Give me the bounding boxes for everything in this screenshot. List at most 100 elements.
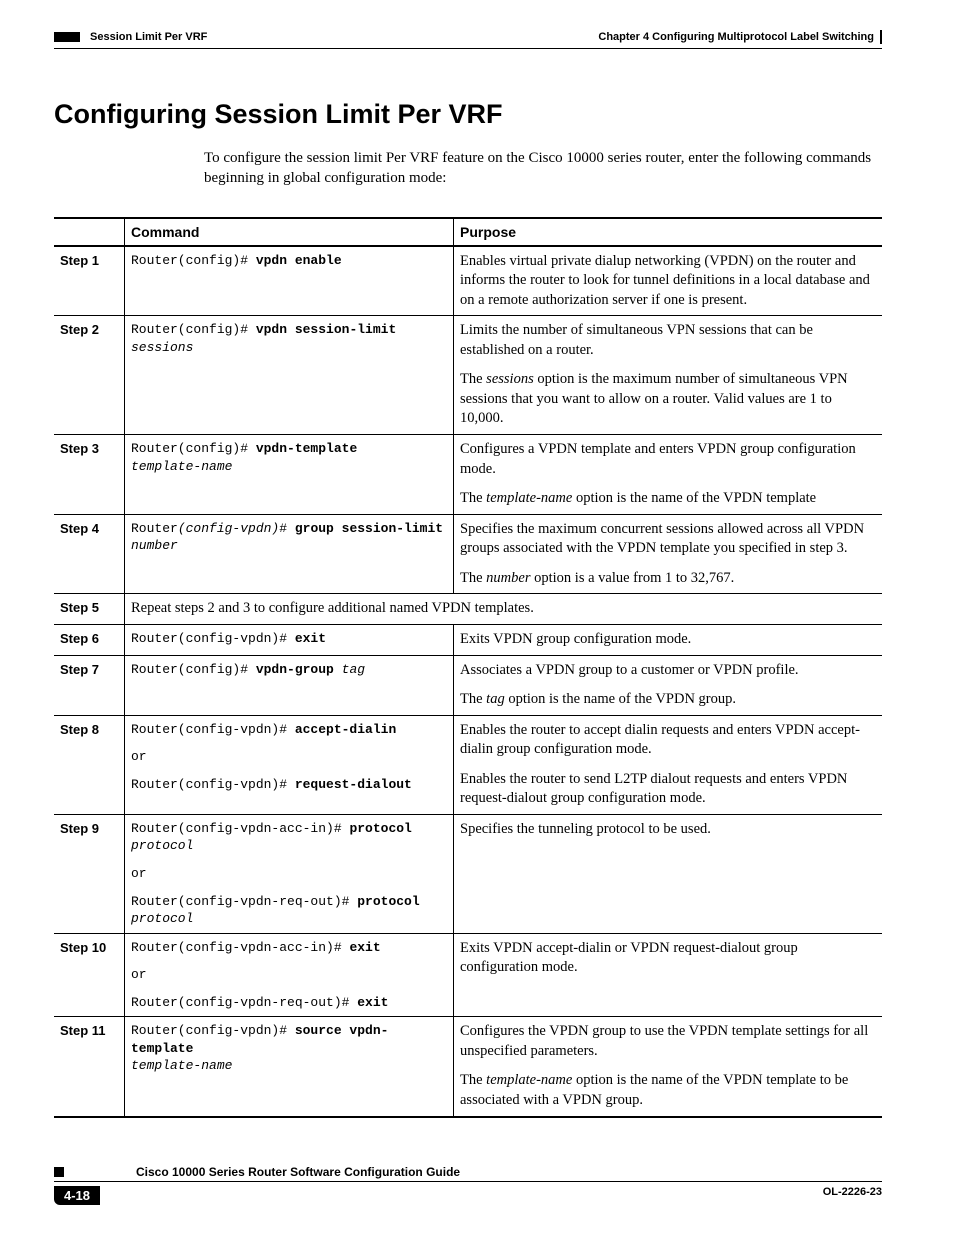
step-label: Step 6 — [54, 624, 125, 655]
purpose-text: Enables the router to accept dialin requ… — [460, 721, 876, 760]
col-purpose: Purpose — [454, 218, 883, 246]
purpose-text: Limits the number of simultaneous VPN se… — [460, 321, 876, 360]
cmd-prompt: Router(config)# — [131, 322, 256, 337]
purpose-cell: Exits VPDN accept-dialin or VPDN request… — [454, 933, 883, 1017]
purpose-text: Exits VPDN group configuration mode. — [460, 630, 876, 650]
cmd-bold: request-dialout — [295, 777, 412, 792]
cmd-bold: accept-dialin — [295, 722, 396, 737]
purpose-text: Associates a VPDN group to a customer or… — [460, 661, 876, 681]
step-label: Step 11 — [54, 1017, 125, 1117]
table-row: Step 1 Router(config)# vpdn enable Enabl… — [54, 246, 882, 316]
purpose-cell: Specifies the maximum concurrent session… — [454, 514, 883, 594]
command-cell: Router(config-vpdn-acc-in)# protocol prot… — [125, 814, 454, 933]
step-label: Step 3 — [54, 435, 125, 515]
table-row: Step 2 Router(config)# vpdn session-limi… — [54, 316, 882, 435]
cmd-or: or — [131, 966, 447, 984]
cmd-bold: exit — [357, 995, 388, 1010]
step-label: Step 10 — [54, 933, 125, 1017]
cmd-prompt: Router(config-vpdn-req-out)# — [131, 995, 357, 1010]
cmd-arg: protocol — [131, 838, 193, 853]
header-chapter: Chapter 4 Configuring Multiprotocol Labe… — [598, 30, 882, 44]
cmd-bold: exit — [349, 940, 380, 955]
step-label: Step 2 — [54, 316, 125, 435]
cmd-or: or — [131, 865, 447, 883]
command-cell: Router(config-vpdn)# exit — [125, 624, 454, 655]
table-row: Step 6 Router(config-vpdn)# exit Exits V… — [54, 624, 882, 655]
cmd-prompt: Router(config-vpdn-acc-in)# — [131, 821, 349, 836]
span-cell: Repeat steps 2 and 3 to configure additi… — [125, 594, 883, 625]
command-cell: Router(config)# vpdn-group tag — [125, 655, 454, 715]
cmd-arg: protocol — [131, 911, 193, 926]
command-cell: Router(config)# vpdn-template template-n… — [125, 435, 454, 515]
cmd-prompt: Router(config-vpdn)# — [131, 722, 295, 737]
purpose-text: Specifies the maximum concurrent session… — [460, 520, 876, 559]
purpose-cell: Enables virtual private dialup networkin… — [454, 246, 883, 316]
purpose-cell: Limits the number of simultaneous VPN se… — [454, 316, 883, 435]
table-row: Step 4 Router(config-vpdn)# group sessio… — [54, 514, 882, 594]
cmd-prompt: # — [279, 521, 295, 536]
table-row: Step 10 Router(config-vpdn-acc-in)# exit… — [54, 933, 882, 1017]
table-row: Step 8 Router(config-vpdn)# accept-diali… — [54, 715, 882, 814]
command-cell: Router(config-vpdn-acc-in)# exit or Rout… — [125, 933, 454, 1017]
cmd-arg: template-name — [131, 459, 232, 474]
command-table: Command Purpose Step 1 Router(config)# v… — [54, 217, 882, 1118]
cmd-prompt: Router(config-vpdn)# — [131, 1023, 295, 1038]
header-rule — [54, 48, 882, 49]
header-section: Session Limit Per VRF — [90, 31, 207, 43]
cmd-prompt-italic: (config-vpdn) — [178, 521, 279, 536]
cmd-arg: tag — [334, 662, 365, 677]
command-cell: Router(config-vpdn)# accept-dialin or Ro… — [125, 715, 454, 814]
command-cell: Router(config)# vpdn session-limit sessi… — [125, 316, 454, 435]
page-footer: Cisco 10000 Series Router Software Confi… — [54, 1165, 882, 1205]
cmd-bold: group session-limit — [295, 521, 443, 536]
doc-id: OL-2226-23 — [823, 1186, 882, 1205]
cmd-prompt: Router(config)# — [131, 441, 256, 456]
cmd-prompt: Router(config)# — [131, 662, 256, 677]
purpose-text: Specifies the tunneling protocol to be u… — [460, 820, 876, 840]
cmd-bold: vpdn-group — [256, 662, 334, 677]
page-number: 4-18 — [54, 1186, 100, 1205]
col-command: Command — [125, 218, 454, 246]
purpose-cell: Exits VPDN group configuration mode. — [454, 624, 883, 655]
cmd-bold: vpdn-template — [256, 441, 357, 456]
cmd-prompt: Router(config)# — [131, 253, 256, 268]
purpose-text: Configures the VPDN group to use the VPD… — [460, 1022, 876, 1061]
table-row: Step 9 Router(config-vpdn-acc-in)# proto… — [54, 814, 882, 933]
purpose-text: Enables the router to send L2TP dialout … — [460, 770, 876, 809]
cmd-prompt: Router — [131, 521, 178, 536]
purpose-text: Exits VPDN accept-dialin or VPDN request… — [460, 939, 876, 978]
cmd-arg: template-name — [131, 1058, 232, 1073]
purpose-text: Enables virtual private dialup networkin… — [460, 252, 876, 311]
cmd-bold: vpdn enable — [256, 253, 342, 268]
purpose-text: Configures a VPDN template and enters VP… — [460, 440, 876, 479]
table-row: Step 11 Router(config-vpdn)# source vpdn… — [54, 1017, 882, 1117]
step-label: Step 5 — [54, 594, 125, 625]
step-label: Step 1 — [54, 246, 125, 316]
cmd-or: or — [131, 748, 447, 766]
purpose-cell: Configures a VPDN template and enters VP… — [454, 435, 883, 515]
purpose-text: The number option is a value from 1 to 3… — [460, 569, 876, 589]
purpose-text: The template-name option is the name of … — [460, 1071, 876, 1110]
purpose-cell: Enables the router to accept dialin requ… — [454, 715, 883, 814]
footer-marker — [54, 1167, 64, 1177]
step-label: Step 8 — [54, 715, 125, 814]
command-cell: Router(config)# vpdn enable — [125, 246, 454, 316]
purpose-text: The tag option is the name of the VPDN g… — [460, 690, 876, 710]
purpose-cell: Specifies the tunneling protocol to be u… — [454, 814, 883, 933]
intro-paragraph: To configure the session limit Per VRF f… — [204, 148, 882, 189]
purpose-text: The template-name option is the name of … — [460, 489, 876, 509]
command-cell: Router(config-vpdn)# group session-limit… — [125, 514, 454, 594]
purpose-cell: Associates a VPDN group to a customer or… — [454, 655, 883, 715]
step-label: Step 4 — [54, 514, 125, 594]
cmd-bold: protocol — [357, 894, 419, 909]
cmd-bold: vpdn session-limit — [256, 322, 396, 337]
cmd-bold: exit — [295, 631, 326, 646]
page-header: Session Limit Per VRF Chapter 4 Configur… — [54, 30, 882, 44]
cmd-bold: protocol — [349, 821, 411, 836]
purpose-text: The sessions option is the maximum numbe… — [460, 370, 876, 429]
cmd-arg: number — [131, 538, 178, 553]
col-blank — [54, 218, 125, 246]
table-row: Step 5 Repeat steps 2 and 3 to configure… — [54, 594, 882, 625]
command-cell: Router(config-vpdn)# source vpdn-templat… — [125, 1017, 454, 1117]
cmd-prompt: Router(config-vpdn-acc-in)# — [131, 940, 349, 955]
